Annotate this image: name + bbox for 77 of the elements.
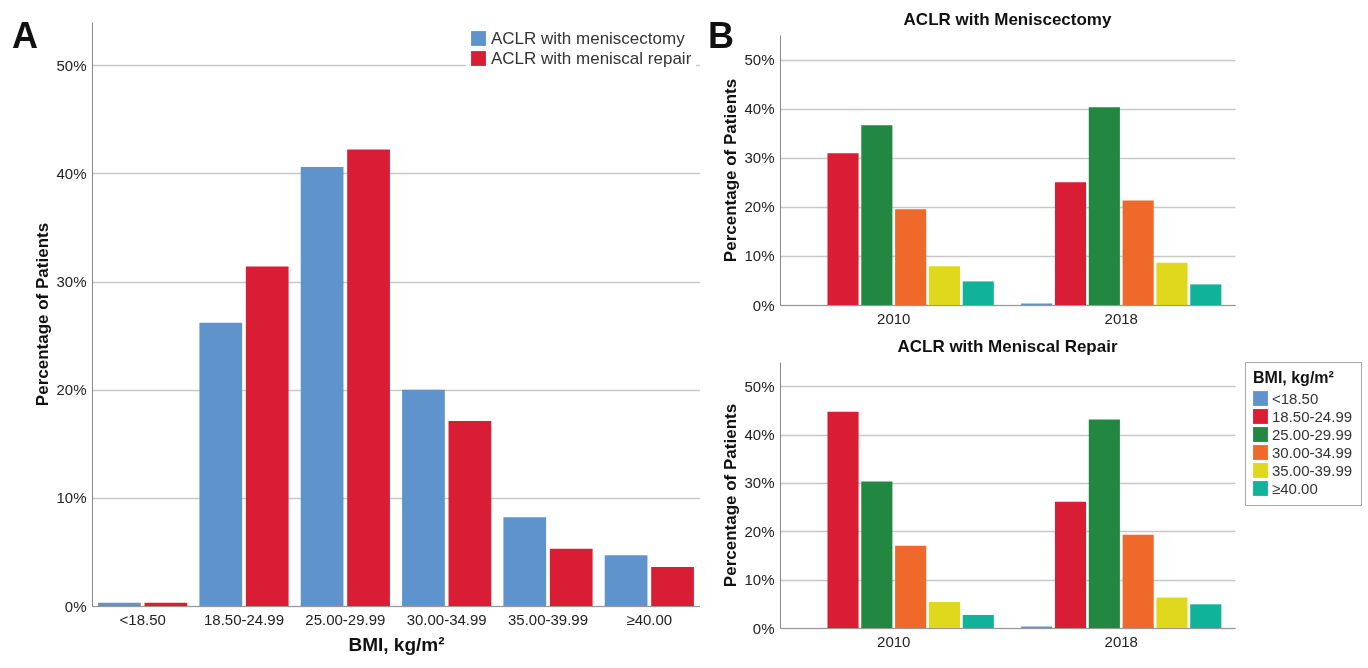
y-axis-title: Percentage of Patients xyxy=(721,78,741,263)
bar xyxy=(928,601,961,628)
bar xyxy=(98,602,141,606)
x-tick-label: <18.50 xyxy=(119,610,166,628)
legend-title: BMI, kg/m² xyxy=(1253,369,1334,386)
bar xyxy=(549,548,593,606)
y-tick-label: 20% xyxy=(744,522,775,540)
y-tick-label: 30% xyxy=(744,474,775,492)
chart-title: ACLR with Meniscectomy xyxy=(903,10,1112,29)
legend-label: 35.00-39.99 xyxy=(1272,461,1353,479)
bar xyxy=(928,266,961,305)
bar xyxy=(1156,262,1188,305)
x-tick-label: 18.50-24.99 xyxy=(203,610,285,628)
bar xyxy=(1054,501,1087,628)
x-tick-label: 25.00-29.99 xyxy=(305,610,386,628)
x-axis-title: BMI, kg/m² xyxy=(348,633,445,655)
bar xyxy=(1190,604,1222,628)
y-tick-label: 0% xyxy=(64,597,87,615)
legend-label: <18.50 xyxy=(1272,389,1319,407)
x-tick-label: ≥40.00 xyxy=(626,610,673,628)
y-tick-label: 0% xyxy=(752,619,775,637)
x-tick-label: 2010 xyxy=(877,632,911,650)
bar xyxy=(895,209,927,305)
y-tick-label: 0% xyxy=(752,296,775,314)
x-tick-label: 35.00-39.99 xyxy=(507,610,589,628)
bar xyxy=(1190,284,1222,305)
bar xyxy=(861,481,893,628)
bar xyxy=(651,567,694,606)
y-tick-label: 40% xyxy=(744,100,775,118)
bar xyxy=(962,281,994,305)
x-tick-label: 2010 xyxy=(877,309,911,327)
bar xyxy=(402,389,445,606)
bar xyxy=(827,411,859,628)
bar xyxy=(1088,419,1120,628)
bar xyxy=(1156,597,1188,628)
bar xyxy=(144,602,188,606)
y-tick-label: 20% xyxy=(56,381,87,399)
bar xyxy=(245,266,289,606)
bar xyxy=(1088,107,1120,305)
chart-title: ACLR with Meniscal Repair xyxy=(897,336,1118,356)
bar xyxy=(1122,534,1154,628)
x-tick-label: 30.00-34.99 xyxy=(406,610,487,628)
x-tick-label: 2018 xyxy=(1104,309,1138,327)
y-tick-label: 10% xyxy=(744,247,775,265)
bar xyxy=(503,517,547,606)
text: B xyxy=(708,15,734,56)
legend-label: ≥40.00 xyxy=(1272,479,1318,497)
y-tick-label: 50% xyxy=(56,56,87,74)
bar xyxy=(199,322,243,606)
bar xyxy=(861,125,893,305)
y-tick-label: 10% xyxy=(56,489,87,507)
y-tick-label: 50% xyxy=(744,51,775,69)
legend-label: 18.50-24.99 xyxy=(1272,407,1353,425)
y-tick-label: 50% xyxy=(744,377,775,395)
bar xyxy=(827,153,859,305)
bar xyxy=(895,545,927,628)
legend-label: ACLR with meniscectomy xyxy=(491,28,686,48)
legend-label: 25.00-29.99 xyxy=(1272,425,1353,443)
bar xyxy=(962,614,994,628)
y-tick-label: 40% xyxy=(56,164,87,182)
x-tick-label: 2018 xyxy=(1104,632,1138,650)
y-axis-title: Percentage of Patients xyxy=(33,222,53,407)
bar xyxy=(448,421,492,606)
bar xyxy=(1054,182,1087,305)
bar xyxy=(604,555,648,606)
y-tick-label: 20% xyxy=(744,198,775,216)
bar xyxy=(300,166,344,606)
y-axis-title: Percentage of Patients xyxy=(721,403,741,588)
text: A xyxy=(12,15,38,56)
bar xyxy=(1122,200,1154,305)
legend-label: ACLR with meniscal repair xyxy=(491,48,692,68)
y-tick-label: 30% xyxy=(744,149,775,167)
legend-label: 30.00-34.99 xyxy=(1272,443,1353,461)
y-tick-label: 10% xyxy=(744,571,775,589)
y-tick-label: 30% xyxy=(56,273,87,291)
y-tick-label: 40% xyxy=(744,426,775,444)
bar xyxy=(347,149,390,606)
